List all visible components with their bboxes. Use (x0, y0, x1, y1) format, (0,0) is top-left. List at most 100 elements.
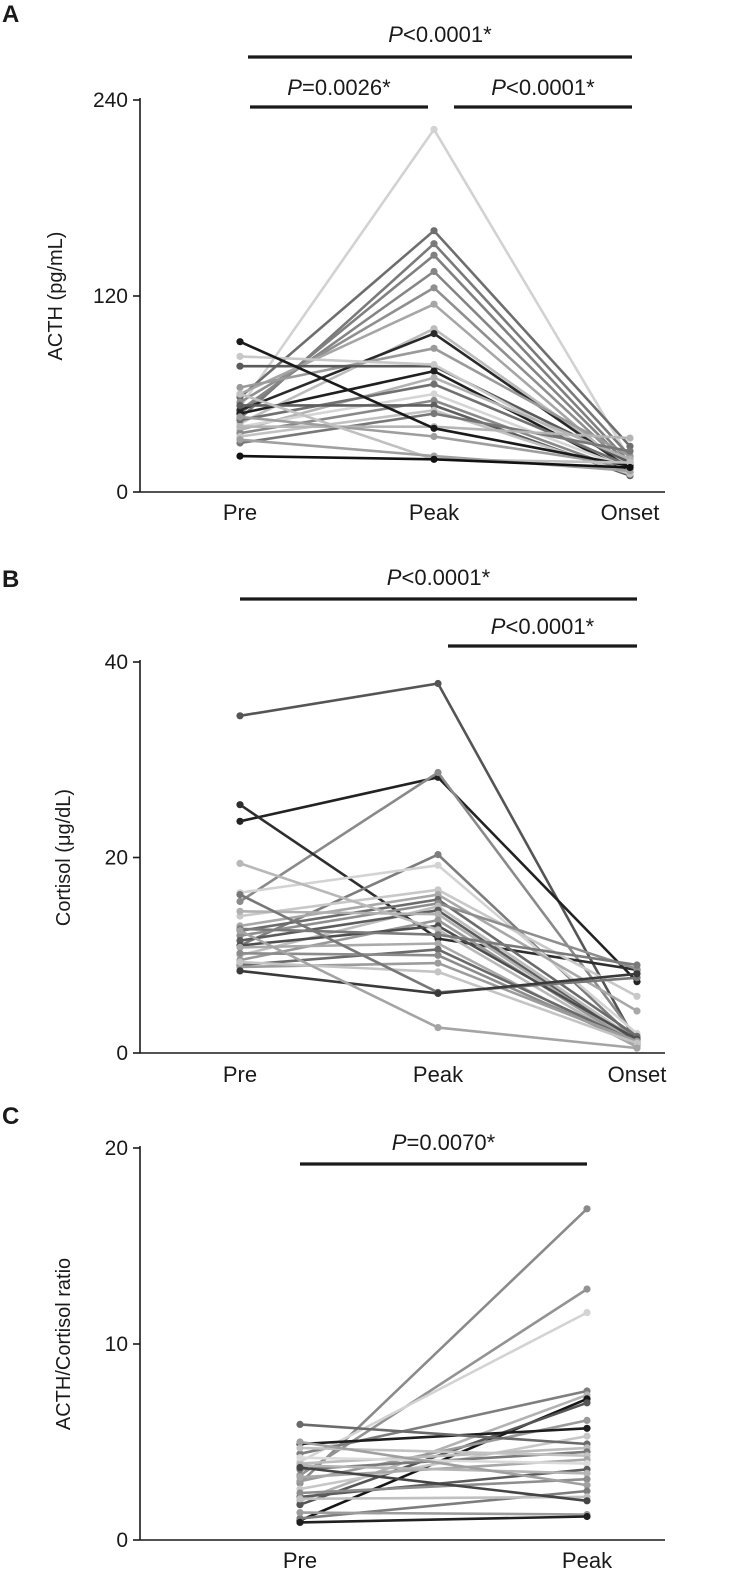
series-line (299, 1427, 588, 1446)
significance-label: P<0.0001* (491, 614, 595, 639)
data-point (236, 338, 244, 346)
data-point (296, 1501, 304, 1509)
y-tick-label: 0 (116, 1529, 128, 1552)
series-line (299, 1393, 588, 1503)
data-point (430, 455, 438, 463)
data-point (583, 1285, 591, 1293)
data-point (236, 383, 244, 392)
x-tick-label: Pre (223, 500, 257, 525)
data-point (633, 1044, 641, 1052)
data-point (236, 817, 244, 825)
p-value: <0.0001* (401, 565, 490, 590)
data-point (430, 344, 438, 352)
data-point (236, 423, 244, 431)
data-point (296, 1473, 304, 1481)
data-point (583, 1497, 591, 1505)
panel-letter: C (2, 1103, 19, 1130)
x-tick-label: Peak (409, 500, 460, 525)
x-tick-label: Onset (601, 500, 660, 525)
p-symbol: P (287, 75, 302, 100)
data-point (434, 968, 442, 976)
significance-label: P=0.0070* (392, 1130, 496, 1155)
y-tick-label: 0 (116, 1042, 128, 1065)
data-point (296, 1509, 304, 1517)
y-tick-label: 120 (93, 285, 128, 308)
data-point (236, 712, 244, 720)
data-point (430, 410, 438, 418)
data-point (430, 424, 438, 432)
data-point (296, 1438, 304, 1446)
data-point (434, 851, 442, 859)
data-point (434, 861, 442, 869)
p-value: <0.0001* (403, 22, 492, 47)
data-point (633, 1007, 641, 1015)
data-point (296, 1463, 304, 1472)
data-point (633, 970, 641, 978)
data-point (583, 1487, 591, 1495)
p-value: <0.0001* (506, 75, 595, 100)
y-tick-label: 40 (105, 651, 128, 674)
data-point (434, 959, 442, 967)
data-point (430, 330, 438, 338)
data-point (434, 679, 442, 688)
data-point (434, 910, 442, 918)
data-point (430, 125, 438, 133)
data-point (430, 300, 438, 308)
data-point (236, 362, 244, 370)
data-point (430, 380, 438, 388)
series-line (299, 1440, 588, 1487)
data-point (236, 897, 244, 906)
series-line (299, 1456, 588, 1465)
series-line (299, 1511, 588, 1516)
data-point (236, 436, 244, 444)
data-point (296, 1444, 304, 1452)
data-point (434, 931, 442, 939)
p-symbol: P (491, 614, 506, 639)
data-point (583, 1469, 591, 1477)
y-axis-label: Cortisol (μg/dL) (53, 789, 75, 926)
data-point (434, 989, 442, 998)
data-point (434, 916, 442, 924)
data-point (236, 352, 244, 360)
data-point (434, 945, 442, 954)
series-line (299, 1477, 588, 1495)
data-point (583, 1424, 591, 1432)
p-symbol: P (388, 22, 403, 47)
p-symbol: P (491, 75, 506, 100)
data-point (430, 251, 438, 259)
data-point (583, 1399, 591, 1407)
significance-label: P<0.0001* (491, 75, 595, 100)
data-point (296, 1420, 304, 1428)
y-axis-label: ACTH (pg/mL) (45, 232, 67, 361)
p-symbol: P (392, 1130, 407, 1155)
data-point (434, 951, 442, 959)
y-tick-label: 20 (105, 1137, 128, 1160)
p-symbol: P (387, 565, 402, 590)
data-point (236, 943, 244, 952)
series-line (299, 1401, 588, 1506)
data-point (626, 434, 634, 442)
significance-label: P<0.0001* (388, 22, 492, 47)
data-point (583, 1460, 591, 1468)
data-point (236, 452, 244, 460)
data-point (236, 891, 244, 899)
chart-panel-c: C 0 10 20 Pre Peak ACTH/Cortisol ratio P=0.0070… (2, 1103, 665, 1570)
data-point (430, 374, 438, 382)
data-point (296, 1454, 304, 1462)
significance-label: P<0.0001* (387, 565, 491, 590)
data-point (583, 1432, 591, 1440)
data-point (430, 432, 438, 441)
data-point (430, 390, 438, 398)
series-line (299, 1389, 588, 1456)
x-tick-label: Pre (283, 1548, 317, 1570)
p-value: <0.0001* (505, 614, 594, 639)
y-tick-label: 10 (105, 1333, 128, 1356)
x-tick-label: Peak (413, 1062, 464, 1087)
data-point (236, 967, 244, 975)
data-point (236, 907, 244, 915)
significance-label: P=0.0026* (287, 75, 391, 100)
series-line (299, 1446, 588, 1465)
x-tick-label: Onset (608, 1062, 667, 1087)
